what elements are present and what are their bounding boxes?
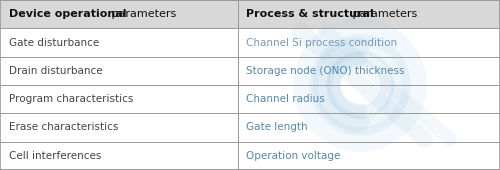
Text: Storage node (ONO) thickness: Storage node (ONO) thickness — [246, 66, 405, 76]
Text: Cell interferences: Cell interferences — [9, 151, 102, 161]
Bar — [0, 0, 500, 28]
Text: Channel Si process condition: Channel Si process condition — [246, 38, 398, 47]
Text: Program characteristics: Program characteristics — [9, 94, 134, 104]
Text: parameters: parameters — [108, 9, 176, 19]
Bar — [0, 85, 500, 113]
Text: Erase characteristics: Erase characteristics — [9, 123, 118, 132]
Text: parameters: parameters — [349, 9, 417, 19]
Text: Device operational: Device operational — [9, 9, 127, 19]
Text: Channel radius: Channel radius — [246, 94, 325, 104]
Bar — [0, 57, 500, 85]
Text: Process & structural: Process & structural — [246, 9, 374, 19]
Text: Drain disturbance: Drain disturbance — [9, 66, 102, 76]
Bar — [0, 142, 500, 170]
Text: Operation voltage: Operation voltage — [246, 151, 341, 161]
Text: Gate disturbance: Gate disturbance — [9, 38, 99, 47]
Text: Gate length: Gate length — [246, 123, 308, 132]
Bar — [0, 28, 500, 57]
Bar — [0, 113, 500, 142]
